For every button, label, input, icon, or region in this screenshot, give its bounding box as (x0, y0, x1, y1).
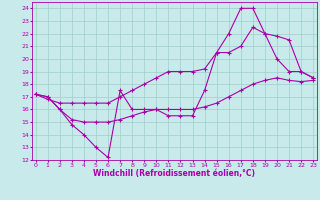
X-axis label: Windchill (Refroidissement éolien,°C): Windchill (Refroidissement éolien,°C) (93, 169, 255, 178)
